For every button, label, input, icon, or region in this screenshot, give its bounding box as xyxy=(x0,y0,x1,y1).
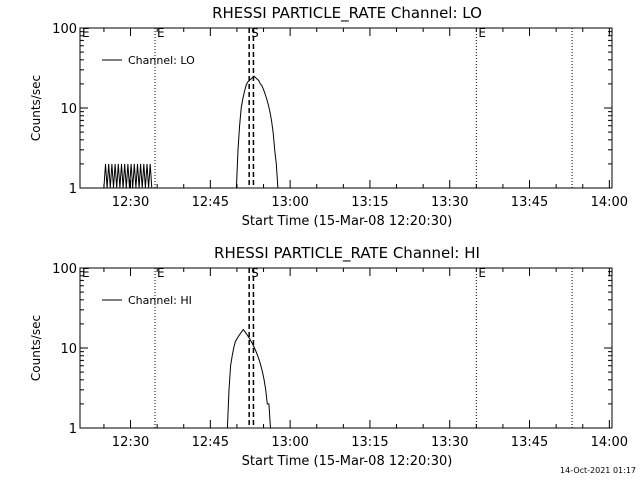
y-axis-label: Counts/sec xyxy=(29,315,43,381)
time-marker-label: S xyxy=(251,26,259,40)
x-tick-label: 13:15 xyxy=(351,435,388,450)
time-marker-label: E xyxy=(82,266,90,280)
time-marker-label: E xyxy=(157,266,165,280)
series-line xyxy=(226,328,280,429)
plot-frame xyxy=(79,267,613,429)
x-tick-label: 13:45 xyxy=(511,435,548,450)
time-marker-label: E xyxy=(478,26,486,40)
x-tick-label: 13:45 xyxy=(511,195,548,210)
y-tick-label: 1 xyxy=(69,422,77,437)
x-tick-label: 12:30 xyxy=(112,195,149,210)
x-tick-label: 14:00 xyxy=(591,435,628,450)
time-marker-label: S xyxy=(251,266,259,280)
x-tick-label: 13:30 xyxy=(431,195,468,210)
x-tick-label: 13:00 xyxy=(271,435,308,450)
chart-title: RHESSI PARTICLE_RATE Channel: LO xyxy=(212,4,482,23)
plot-frame xyxy=(79,27,613,189)
legend-label: Channel: LO xyxy=(128,54,195,67)
footer-timestamp: 14-Oct-2021 01:17 xyxy=(560,466,636,475)
y-tick-label: 100 xyxy=(52,262,77,277)
time-marker-label: E xyxy=(478,266,486,280)
legend-label: Channel: HI xyxy=(128,294,192,307)
y-tick-label: 10 xyxy=(60,342,77,357)
x-tick-label: 14:00 xyxy=(591,195,628,210)
y-axis-label: Counts/sec xyxy=(29,75,43,141)
chart-panel-hi: RHESSI PARTICLE_RATE Channel: HI Counts/… xyxy=(29,244,628,469)
y-tick-label: 100 xyxy=(52,22,77,37)
time-marker-label: E xyxy=(82,26,90,40)
y-tick-label: 1 xyxy=(69,182,77,197)
x-tick-label: 12:45 xyxy=(192,195,229,210)
x-tick-label: 13:00 xyxy=(271,195,308,210)
series-line xyxy=(103,75,280,189)
x-tick-label: 12:45 xyxy=(192,435,229,450)
y-tick-label: 10 xyxy=(60,102,77,117)
chart-panel-lo: RHESSI PARTICLE_RATE Channel: LO Counts/… xyxy=(29,4,628,229)
x-tick-label: 13:15 xyxy=(351,195,388,210)
x-tick-label: 12:30 xyxy=(112,435,149,450)
chart-title: RHESSI PARTICLE_RATE Channel: HI xyxy=(214,244,480,263)
x-tick-label: 13:30 xyxy=(431,435,468,450)
x-axis-label: Start Time (15-Mar-08 12:20:30) xyxy=(242,454,453,469)
x-axis-label: Start Time (15-Mar-08 12:20:30) xyxy=(242,214,453,229)
time-marker-label: E xyxy=(157,26,165,40)
